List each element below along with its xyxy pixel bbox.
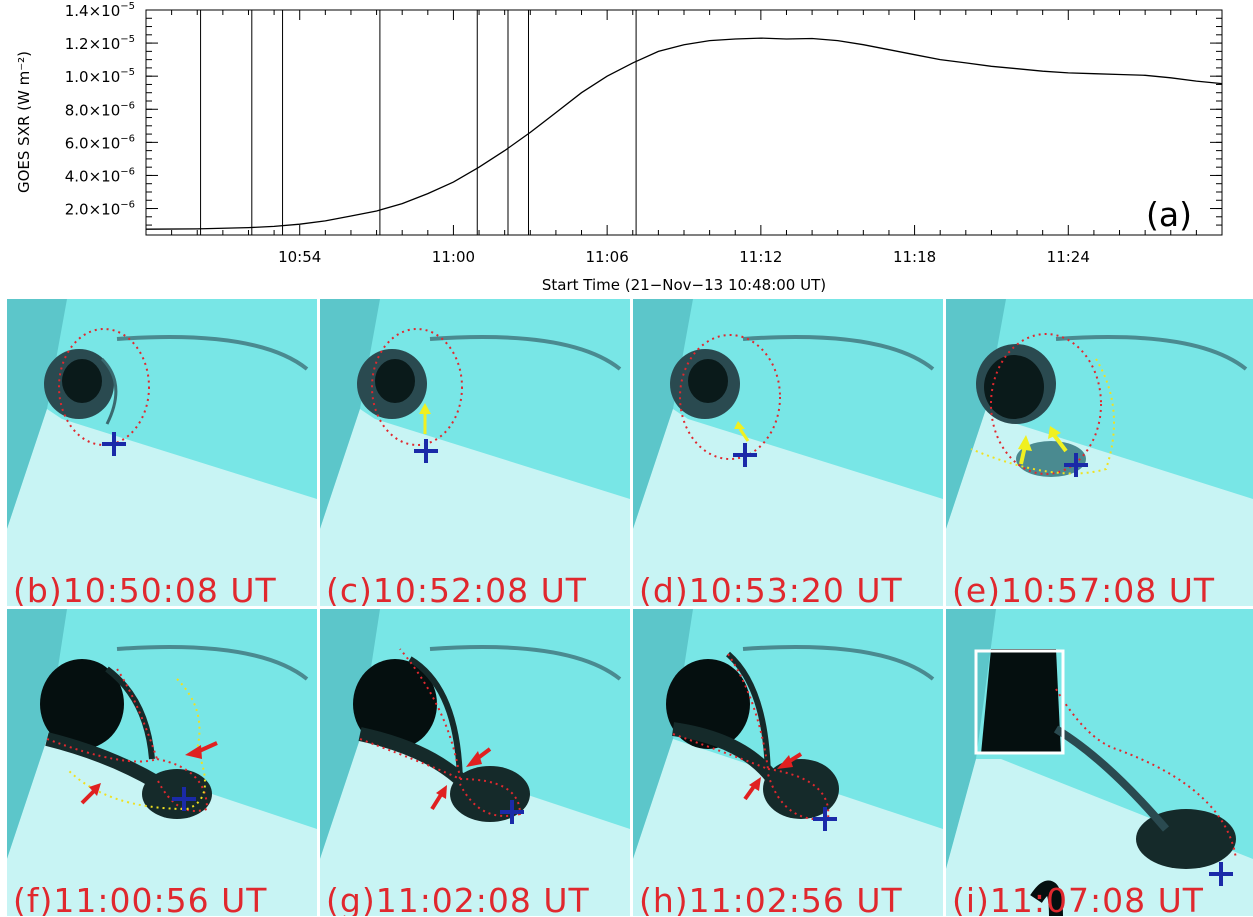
panel-c: (c)10:52:08 UT: [320, 299, 630, 606]
panel-e: (e)10:57:08 UT: [946, 299, 1253, 606]
panel-e-label: (e)10:57:08 UT: [952, 571, 1216, 606]
panel-e-image: [946, 299, 1253, 606]
x-tick-label: 11:06: [586, 248, 629, 266]
panel-d: (d)10:53:20 UT: [633, 299, 943, 606]
x-axis-ticks: 10:54 11:00 11:06 11:12 11:18 11:24: [171, 10, 1197, 266]
x-tick-label: 11:00: [432, 248, 475, 266]
panel-d-label: (d)10:53:20 UT: [639, 571, 903, 606]
goes-sxr-plot: 2.0×10−6 4.0×10−6 6.0×10−6 8.0×10−6 1.0×10−5…: [15, 1, 1223, 294]
panel-g: (g)11:02:08 UT: [320, 609, 630, 916]
panel-i-image: [946, 609, 1253, 916]
panel-f: (f)11:00:56 UT: [7, 609, 317, 916]
y-tick-label: 2.0×10−6: [65, 200, 135, 219]
panel-b: (b)10:50:08 UT: [7, 299, 317, 606]
y-tick-label: 1.0×10−5: [65, 67, 135, 86]
panel-c-label: (c)10:52:08 UT: [326, 571, 587, 606]
y-tick-label: 6.0×10−6: [65, 133, 135, 152]
panel-f-label: (f)11:00:56 UT: [13, 881, 268, 916]
panel-h-image: [633, 609, 943, 916]
x-tick-label: 11:24: [1047, 248, 1090, 266]
y-tick-label: 8.0×10−6: [65, 100, 135, 119]
panel-g-image: [320, 609, 630, 916]
plot-frame: [145, 9, 1223, 236]
y-axis-ticks: 2.0×10−6 4.0×10−6 6.0×10−6 8.0×10−6 1.0×10−5…: [65, 1, 1222, 226]
vertical-time-markers: [200, 10, 637, 235]
panel-i-label: (i)11:07:08 UT: [952, 881, 1204, 916]
x-tick-label: 11:18: [893, 248, 936, 266]
panel-b-label: (b)10:50:08 UT: [13, 571, 277, 606]
x-tick-label: 10:54: [278, 248, 321, 266]
y-tick-label: 4.0×10−6: [65, 166, 135, 185]
goes-sxr-curve: [145, 37, 1223, 230]
panel-h: (h)11:02:56 UT: [633, 609, 943, 916]
y-axis-label: GOES SXR (W m⁻²): [15, 51, 33, 193]
panel-b-image: [7, 299, 317, 606]
panel-h-label: (h)11:02:56 UT: [639, 881, 903, 916]
y-tick-label: 1.4×10−5: [65, 1, 135, 20]
panel-f-image: [7, 609, 317, 916]
zoom-box: [974, 649, 1065, 755]
x-axis-label: Start Time (21−Nov−13 10:48:00 UT): [542, 276, 826, 294]
panel-g-label: (g)11:02:08 UT: [326, 881, 590, 916]
panel-d-image: [633, 299, 943, 606]
y-tick-label: 1.2×10−5: [65, 34, 135, 53]
panel-i: (i)11:07:08 UT: [946, 609, 1253, 916]
panel-a-label: (a): [1146, 195, 1192, 234]
panel-c-image: [320, 299, 630, 606]
x-tick-label: 11:12: [739, 248, 782, 266]
